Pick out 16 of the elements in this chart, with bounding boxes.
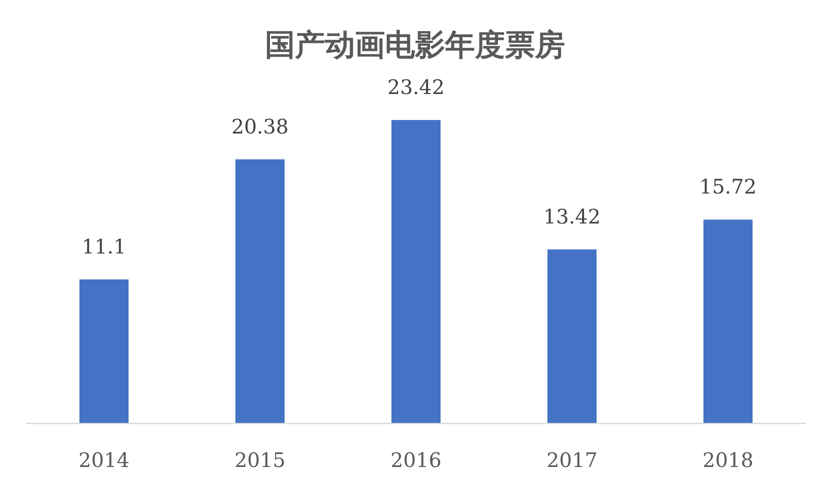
bar (703, 220, 753, 423)
bar (391, 120, 441, 423)
x-tick-label: 2014 (78, 448, 130, 472)
x-tick-label: 2017 (546, 448, 598, 472)
chart-title: 国产动画电影年度票房 (265, 28, 565, 63)
data-label: 23.42 (387, 75, 445, 99)
x-tick-label: 2018 (702, 448, 754, 472)
data-label: 13.42 (543, 204, 601, 228)
bar (79, 279, 129, 423)
bar (235, 159, 285, 423)
x-tick-label: 2016 (390, 448, 442, 472)
data-label: 20.38 (231, 114, 289, 138)
bar (547, 249, 597, 423)
x-tick-label: 2015 (234, 448, 286, 472)
data-label: 11.1 (82, 234, 126, 258)
data-label: 15.72 (699, 174, 757, 199)
